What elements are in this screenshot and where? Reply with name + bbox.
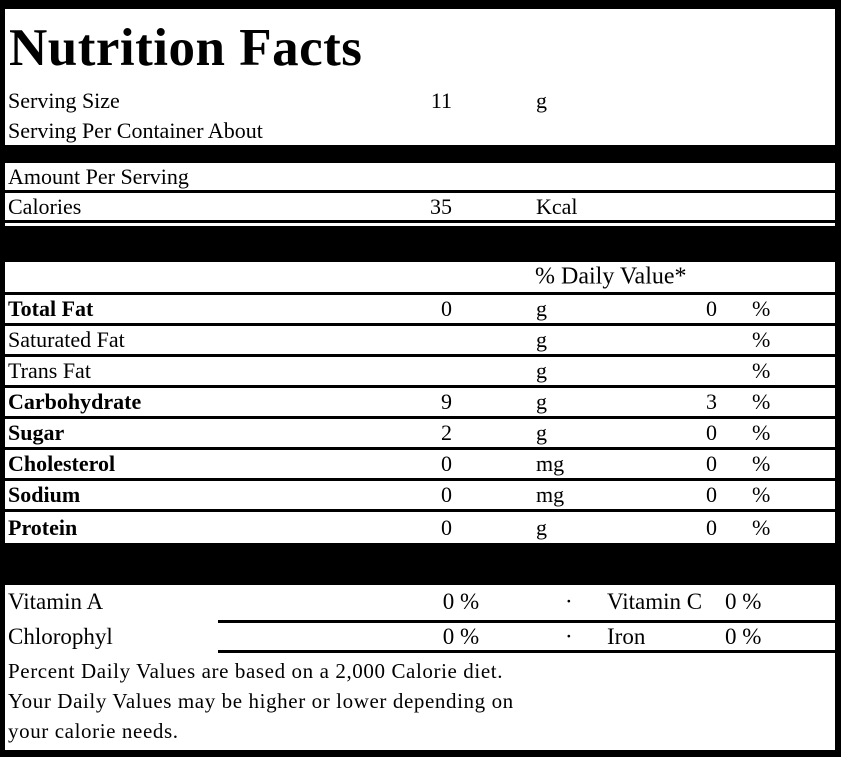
nutrient-daily-value: 0 [706,482,717,507]
footnote-line: your calorie needs. [8,719,179,743]
page-title: Nutrition Facts [9,18,363,77]
micronutrient-name: Iron [607,623,646,649]
nutrient-name: Sugar [8,420,65,445]
daily-value-header: % Daily Value* [535,263,687,290]
nutrient-unit: g [536,514,547,540]
partial-divider-line [218,620,835,623]
nutrient-unit: g [536,296,547,321]
percent-sign: % [752,296,771,321]
nutrient-unit: mg [536,451,565,476]
servings-per-container-label: Serving Per Container About [8,117,263,143]
nutrient-row-cholesterol: Cholesterol 0 mg 0 % [5,450,835,481]
amount-per-serving-label: Amount Per Serving [8,163,189,189]
nutrient-daily-value: 0 [706,514,717,540]
nutrient-unit: g [536,389,547,414]
micronutrient-row-vitamin-a: Vitamin A 0 % · Vitamin C 0 % [5,585,835,623]
calories-row: Calories 35 Kcal [5,193,835,223]
calories-label: Calories [8,193,82,219]
nutrient-row-protein: Protein 0 g 0 % [5,512,835,543]
thick-divider-bar [5,543,835,585]
nutrient-row-saturated-fat: Saturated Fat g % [5,326,835,357]
nutrient-unit: g [536,327,547,352]
micronutrient-name: Vitamin A [8,589,104,615]
nutrient-amount: 2 [441,420,452,445]
footnote-line: Your Daily Values may be higher or lower… [8,689,514,713]
serving-size-unit: g [536,88,547,113]
nutrient-amount: 0 [441,514,452,540]
nutrient-unit: g [536,420,547,445]
thick-divider-bar [5,145,835,163]
footnote-line: Percent Daily Values are based on a 2,00… [8,659,504,683]
calories-unit: Kcal [536,193,578,219]
micronutrient-value: 0 % [725,623,762,649]
micronutrient-name: Vitamin C [607,589,703,615]
nutrient-row-sodium: Sodium 0 mg 0 % [5,481,835,512]
micronutrient-name: Chlorophyl [8,623,113,649]
nutrient-row-sugar: Sugar 2 g 0 % [5,419,835,450]
nutrient-row-trans-fat: Trans Fat g % [5,357,835,388]
nutrient-daily-value: 3 [706,389,717,414]
nutrient-unit: g [536,358,547,383]
nutrient-unit: mg [536,482,565,507]
serving-size-row: Serving Size 11 g [5,86,835,116]
percent-sign: % [752,482,771,507]
percent-sign: % [752,451,771,476]
partial-divider-line [218,650,835,653]
thick-divider-bar [5,226,835,262]
percent-sign: % [752,514,771,540]
nutrient-amount: 0 [441,482,452,507]
micronutrient-value: 0 % [442,623,480,649]
title-row: Nutrition Facts [5,9,835,86]
servings-per-container-row: Serving Per Container About [5,116,835,145]
percent-sign: % [752,420,771,445]
nutrient-row-total-fat: Total Fat 0 g 0 % [5,295,835,326]
micronutrient-row-chlorophyl: Chlorophyl 0 % · Iron 0 % [5,623,835,653]
nutrient-row-carbohydrate: Carbohydrate 9 g 3 % [5,388,835,419]
daily-value-header-row: % Daily Value* [5,262,835,295]
bullet-separator: · [565,589,573,615]
micronutrient-value: 0 % [442,589,480,615]
nutrient-name: Sodium [8,482,81,507]
nutrient-name: Saturated Fat [8,327,125,352]
nutrient-daily-value: 0 [706,451,717,476]
nutrient-amount: 0 [441,451,452,476]
nutrient-name: Carbohydrate [8,389,142,414]
micronutrient-value: 0 % [725,589,762,615]
amount-per-serving-row: Amount Per Serving [5,163,835,193]
nutrient-name: Trans Fat [8,358,91,383]
nutrient-daily-value: 0 [706,420,717,445]
nutrient-amount: 9 [441,389,452,414]
percent-sign: % [752,389,771,414]
serving-size-value: 11 [430,88,452,113]
percent-sign: % [752,327,771,352]
serving-size-label: Serving Size [8,88,120,113]
percent-sign: % [752,358,771,383]
footnote-section: Percent Daily Values are based on a 2,00… [5,653,835,750]
bullet-separator: · [565,623,573,649]
nutrient-name: Cholesterol [8,451,116,476]
nutrient-name: Total Fat [8,296,94,321]
nutrient-amount: 0 [441,296,452,321]
nutrient-daily-value: 0 [706,296,717,321]
calories-value: 35 [430,193,452,219]
nutrient-name: Protein [8,514,78,540]
